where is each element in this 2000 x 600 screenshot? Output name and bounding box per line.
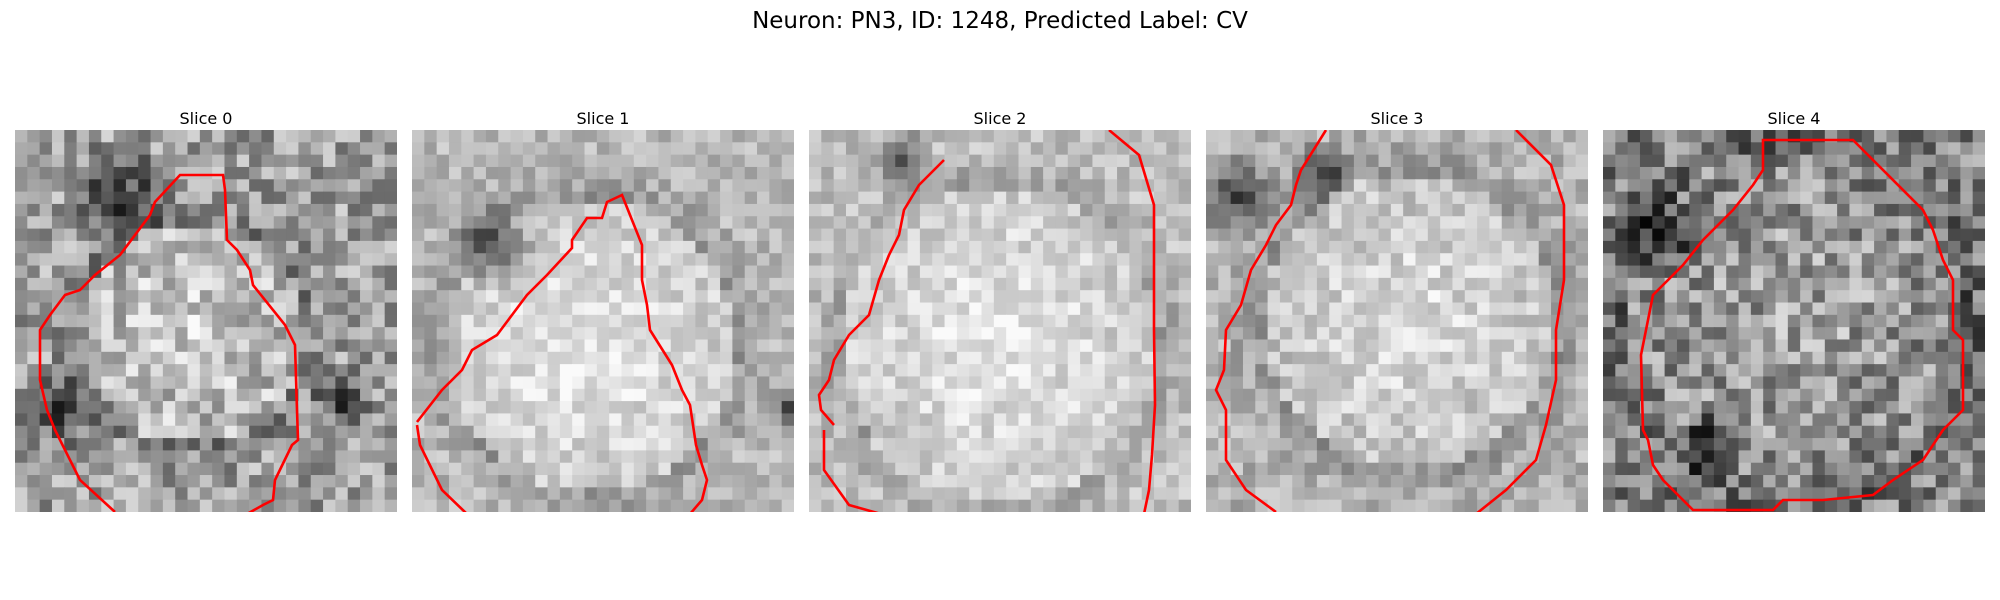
slice-image-4 <box>1603 130 1985 512</box>
slice-image-3 <box>1206 130 1588 512</box>
pixel-grid <box>1206 130 1588 512</box>
slice-panel-4: Slice 4 <box>1603 108 1985 512</box>
pixel-grid <box>412 130 794 512</box>
slice-panel-2: Slice 2 <box>809 108 1191 512</box>
slice-title: Slice 4 <box>1767 109 1821 128</box>
slice-image-0 <box>15 130 397 512</box>
slice-image-2 <box>809 130 1191 512</box>
slice-title: Slice 2 <box>973 109 1027 128</box>
segmentation-contour <box>415 193 709 512</box>
slice-panel-3: Slice 3 <box>1206 108 1588 512</box>
slice-title: Slice 0 <box>179 109 233 128</box>
figure-title: Neuron: PN3, ID: 1248, Predicted Label: … <box>752 8 1248 34</box>
pixel-grid <box>15 130 397 512</box>
slice-title: Slice 3 <box>1370 109 1424 128</box>
pixel-grid <box>809 130 1191 512</box>
segmentation-contour <box>1639 138 1965 512</box>
segmentation-contour <box>817 130 1157 512</box>
slice-image-1 <box>412 130 794 512</box>
slice-panel-0: Slice 0 <box>15 108 397 512</box>
segmentation-contour <box>38 173 300 512</box>
slice-title: Slice 1 <box>576 109 630 128</box>
slice-panel-1: Slice 1 <box>412 108 794 512</box>
segmentation-contour <box>1214 130 1566 512</box>
pixel-grid <box>1603 130 1985 512</box>
